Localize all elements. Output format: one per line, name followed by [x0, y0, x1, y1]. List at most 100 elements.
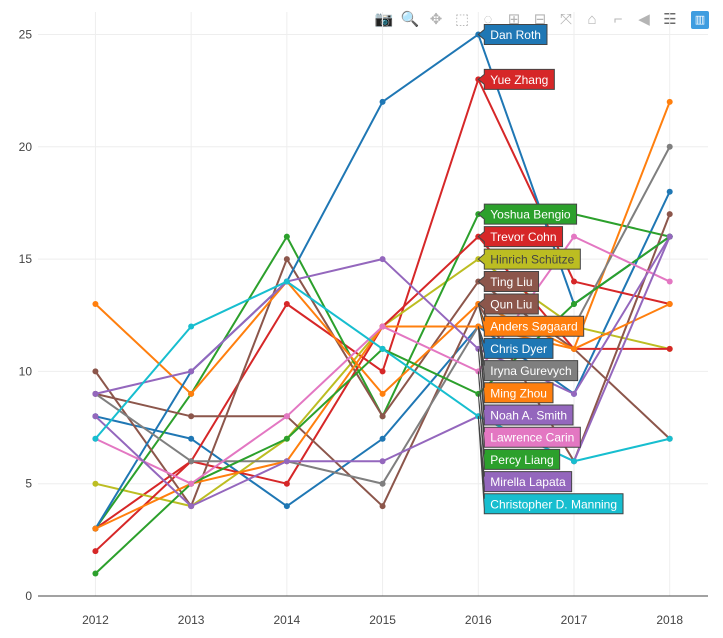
data-point[interactable] — [92, 570, 99, 577]
data-point[interactable] — [571, 301, 577, 307]
data-point[interactable] — [379, 413, 386, 420]
hover-label-text: Hinrich Schütze — [490, 253, 574, 267]
autoscale-icon[interactable]: ⤧ — [559, 11, 572, 28]
y-tick-label: 15 — [19, 252, 33, 266]
zoom-out-icon[interactable]: ⊟ — [533, 11, 547, 28]
data-point[interactable] — [92, 548, 99, 555]
hover-label-text: Iryna Gurevych — [490, 364, 571, 378]
data-point[interactable] — [666, 233, 673, 240]
x-tick-label: 2017 — [561, 613, 588, 627]
data-point[interactable] — [571, 458, 577, 465]
hover-label: Dan Roth — [477, 23, 548, 45]
data-point[interactable] — [188, 480, 195, 487]
pan-icon[interactable]: ✥ — [429, 11, 443, 28]
data-point[interactable] — [283, 233, 290, 240]
data-point[interactable] — [283, 503, 290, 510]
lasso-select-icon[interactable]: ◌ — [483, 11, 493, 28]
spike-lines-icon[interactable]: ⌐ — [613, 11, 623, 28]
y-tick-label: 25 — [19, 27, 33, 41]
data-point[interactable] — [666, 211, 673, 218]
data-point[interactable] — [188, 503, 195, 510]
series-15[interactable] — [92, 278, 673, 465]
hover-label: Yue Zhang — [477, 68, 555, 90]
data-point[interactable] — [188, 435, 195, 442]
hover-label-text: Yue Zhang — [490, 73, 548, 87]
data-point[interactable] — [92, 480, 99, 487]
modebar: 📷 🔍 ✥ ⬚ ◌ ⊞ ⊟ ⤧ ⌂ ⌐ ◀ ☰ ▥ — [373, 10, 709, 30]
hover-label-box — [477, 416, 573, 493]
data-point[interactable] — [379, 503, 386, 510]
hover-label: Yoshua Bengio — [477, 203, 578, 225]
hover-label-text: Trevor Cohn — [490, 230, 556, 244]
data-point[interactable] — [666, 98, 673, 105]
hover-label-box — [477, 248, 581, 270]
data-point[interactable] — [92, 435, 99, 442]
data-point[interactable] — [379, 480, 386, 487]
data-point[interactable] — [283, 301, 290, 307]
plotly-logo-icon[interactable]: ▥ — [691, 11, 709, 29]
data-point[interactable] — [283, 413, 290, 420]
data-point[interactable] — [666, 345, 673, 352]
hover-label-text: Yoshua Bengio — [490, 208, 571, 222]
data-point[interactable] — [283, 256, 290, 263]
x-tick-label: 2015 — [369, 613, 396, 627]
data-point[interactable] — [666, 188, 673, 195]
data-point[interactable] — [379, 345, 386, 352]
data-point[interactable] — [92, 368, 99, 375]
data-point[interactable] — [666, 278, 673, 285]
data-point[interactable] — [571, 345, 577, 352]
hover-label-text: Mirella Lapata — [490, 475, 566, 489]
hover-label: Anders Søgaard — [477, 303, 585, 337]
zoom-in-icon[interactable]: ⊞ — [507, 11, 521, 28]
data-point[interactable] — [92, 413, 99, 420]
x-tick-label: 2014 — [274, 613, 301, 627]
hover-label-text: Ting Liu — [490, 275, 532, 289]
hover-label: Iryna Gurevych — [477, 326, 579, 382]
data-point[interactable] — [188, 458, 195, 465]
hover-label-box — [477, 416, 624, 515]
y-tick-label: 20 — [19, 140, 33, 154]
data-point[interactable] — [283, 480, 290, 487]
data-point[interactable] — [188, 390, 195, 397]
data-point[interactable] — [666, 435, 673, 442]
data-point[interactable] — [188, 413, 195, 420]
data-point[interactable] — [283, 435, 290, 442]
x-tick-label: 2016 — [465, 613, 492, 627]
data-point[interactable] — [92, 301, 99, 307]
hover-label-box — [477, 303, 585, 337]
data-point[interactable] — [92, 390, 99, 397]
data-point[interactable] — [571, 278, 577, 285]
data-point[interactable] — [571, 233, 577, 240]
data-point[interactable] — [188, 323, 195, 330]
hover-label: Chris Dyer — [477, 326, 554, 359]
reset-axes-icon[interactable]: ⌂ — [587, 11, 597, 28]
x-tick-label: 2013 — [178, 613, 205, 627]
data-point[interactable] — [379, 256, 386, 263]
hover-label-text: Dan Roth — [490, 28, 541, 42]
data-point[interactable] — [666, 301, 673, 307]
zoom-icon[interactable]: 🔍 — [400, 11, 420, 28]
hover-label-box — [477, 226, 564, 248]
box-select-icon[interactable]: ⬚ — [454, 11, 470, 28]
data-point[interactable] — [379, 323, 386, 330]
data-point[interactable] — [379, 368, 386, 375]
data-point[interactable] — [379, 435, 386, 442]
data-point[interactable] — [666, 143, 673, 150]
hover-label-box — [477, 326, 579, 382]
data-point[interactable] — [571, 390, 577, 397]
hover-closest-icon[interactable]: ◀ — [638, 11, 650, 28]
hover-label: Trevor Cohn — [477, 226, 564, 248]
camera-icon[interactable]: 📷 — [374, 11, 394, 28]
hover-label-box — [477, 23, 548, 45]
data-point[interactable] — [283, 278, 290, 285]
data-point[interactable] — [379, 98, 386, 105]
hover-label: Ming Zhou — [477, 326, 554, 404]
y-tick-label: 10 — [19, 364, 33, 378]
data-point[interactable] — [379, 458, 386, 465]
data-point[interactable] — [188, 368, 195, 375]
data-point[interactable] — [379, 390, 386, 397]
hover-label-box — [477, 293, 539, 315]
data-point[interactable] — [92, 525, 99, 532]
data-point[interactable] — [283, 458, 290, 465]
